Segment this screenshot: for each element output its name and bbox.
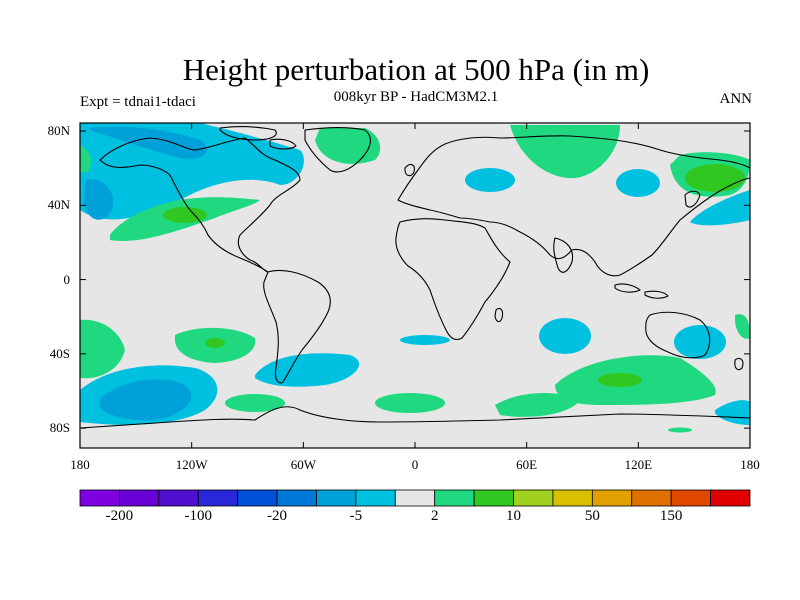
colorbar-box [79, 489, 120, 507]
lon-tick-label: 120E [624, 457, 653, 472]
colorbar-box [394, 489, 436, 507]
anomaly-region [690, 190, 750, 226]
lon-tick-label: 0 [411, 457, 419, 472]
anomaly-region [255, 353, 360, 387]
anomaly-region [465, 168, 515, 192]
anomaly-region [205, 338, 225, 348]
colorbar-box [355, 489, 396, 507]
colorbar-label: -100 [184, 508, 212, 524]
lat-tick-label: 40N [47, 197, 70, 213]
lon-tick-label: 120W [175, 457, 208, 472]
anomaly-shading [80, 123, 750, 433]
anomaly-region [90, 126, 208, 159]
anomaly-region [80, 145, 92, 172]
anomaly-region [616, 169, 660, 197]
colorbar-label: 2 [430, 508, 439, 524]
coastlines [80, 126, 750, 429]
experiment-label: Expt = tdnai1-tdaci [80, 94, 196, 110]
anomaly-region [735, 314, 750, 339]
lon-tick-label: 60E [516, 457, 538, 472]
anomaly-region [84, 179, 114, 220]
lon-tick-label: 180 [70, 457, 90, 472]
chart-title: Height perturbation at 500 hPa (in m) [182, 52, 650, 87]
lon-tick-label: 60W [290, 457, 316, 472]
colorbar-box [473, 489, 514, 507]
anomaly-region [225, 394, 285, 412]
anomaly-region [668, 427, 692, 433]
colorbar-box [119, 489, 160, 507]
lat-tick-label: 0 [63, 271, 71, 287]
lat-tick-label: 80S [49, 420, 70, 436]
anomaly-region [495, 393, 580, 417]
anomaly-region [80, 123, 304, 220]
anomaly-region [598, 373, 642, 387]
colorbar-label: 10 [506, 508, 522, 524]
anomaly-region [163, 207, 207, 223]
colorbar-box [631, 489, 672, 507]
colorbar-label: -20 [267, 508, 288, 524]
colorbar-box [552, 489, 593, 507]
colorbar-box [237, 489, 278, 507]
anomaly-region [674, 325, 726, 359]
anomaly-region [375, 393, 445, 413]
anomaly-region [80, 319, 125, 379]
lat-tick-label: 80N [47, 123, 70, 138]
colorbar-label: -5 [349, 508, 363, 524]
colorbar-box [591, 489, 633, 507]
colorbar [79, 489, 751, 507]
season-label: ANN [719, 91, 753, 107]
anomaly-region [685, 164, 745, 192]
colorbar-box [710, 489, 751, 507]
colorbar-box [158, 489, 199, 507]
anomaly-region [100, 379, 192, 420]
colorbar-box [513, 489, 554, 507]
colorbar-box [316, 489, 357, 507]
lon-tick-label: 180 [740, 457, 760, 472]
anomaly-region [539, 318, 591, 354]
colorbar-label: 150 [659, 508, 683, 524]
colorbar-box [670, 489, 711, 507]
colorbar-box [434, 489, 475, 507]
colorbar-box [276, 489, 317, 507]
colorbar-box [197, 489, 239, 507]
anomaly-region [715, 400, 750, 425]
axis-ticks [79, 123, 751, 448]
colorbar-label: -200 [105, 508, 134, 524]
chart-subtitle: 008kyr BP - HadCM3M2.1 [333, 89, 499, 105]
anomaly-region [400, 335, 450, 345]
colorbar-label: 50 [584, 508, 600, 524]
lat-tick-label: 40S [49, 345, 70, 361]
anomaly-region [510, 125, 620, 179]
